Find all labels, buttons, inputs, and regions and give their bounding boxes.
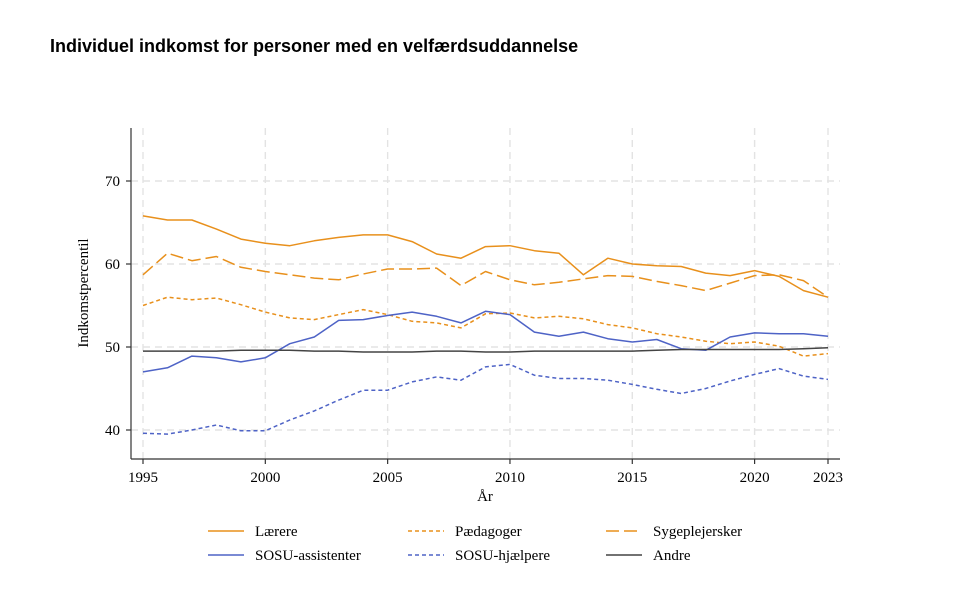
- x-axis-label: År: [477, 489, 493, 505]
- legend-label: Lærere: [255, 524, 298, 540]
- legend: Lærere Pædagoger Sygeplejersker SOSU-assist…: [208, 524, 742, 564]
- series-line: [143, 347, 829, 353]
- y-tick-label: 50: [105, 340, 120, 356]
- y-tick-label: 60: [105, 257, 120, 273]
- series-line: [142, 363, 829, 435]
- axes: [130, 128, 840, 460]
- x-tick-label: 2023: [813, 470, 843, 486]
- x-tick-label: 2020: [740, 470, 770, 486]
- y-tick-label: 70: [105, 174, 120, 190]
- tick-labels: 40 50 60 70 1995 2000 2005 2010 2015 2020 2023: [105, 174, 843, 486]
- x-tick-label: 2000: [250, 470, 280, 486]
- y-tick-label: 40: [105, 423, 120, 439]
- gridlines: [131, 128, 840, 459]
- series-lines: [142, 215, 829, 435]
- series-line: [142, 310, 829, 373]
- legend-label: SOSU-hjælpere: [455, 548, 550, 564]
- x-tick-label: 2015: [617, 470, 647, 486]
- legend-label: SOSU-assistenter: [255, 548, 361, 564]
- series-line: [142, 296, 829, 357]
- legend-label: Andre: [653, 548, 691, 564]
- chart-title: Individuel indkomst for personer med en …: [50, 36, 579, 56]
- x-tick-label: 1995: [128, 470, 158, 486]
- x-tick-label: 2010: [495, 470, 525, 486]
- y-axis-label: Indkomstpercentil: [76, 238, 92, 347]
- legend-label: Pædagoger: [455, 524, 522, 540]
- series-line: [142, 215, 829, 298]
- series-line: [142, 252, 829, 298]
- x-tick-label: 2005: [373, 470, 403, 486]
- legend-label: Sygeplejersker: [653, 524, 742, 540]
